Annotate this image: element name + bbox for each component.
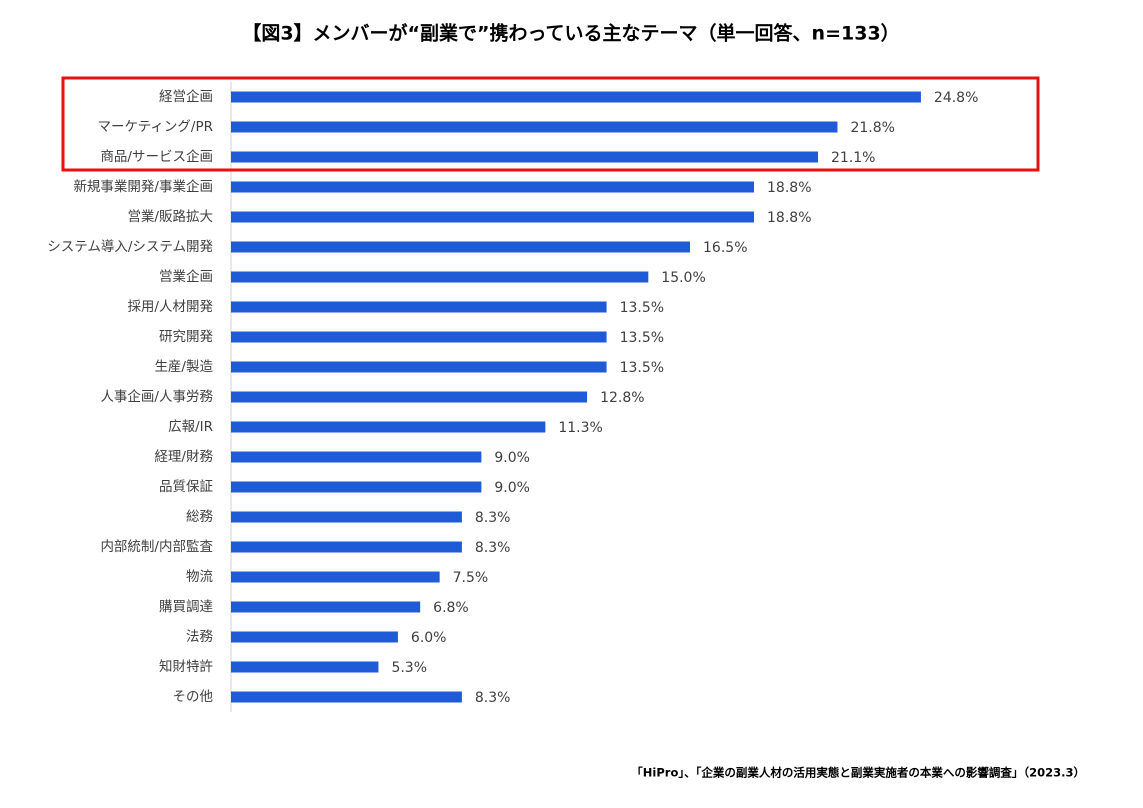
value-label: 16.5% — [703, 240, 747, 256]
category-label: 採用/人材開発 — [127, 299, 213, 315]
bar — [231, 271, 649, 283]
bar — [231, 331, 607, 343]
bar — [231, 121, 838, 133]
value-label: 12.8% — [600, 390, 644, 406]
category-label: 人事企画/人事労務 — [100, 388, 213, 405]
category-label: 物流 — [186, 569, 213, 585]
bar — [231, 691, 462, 703]
value-label: 13.5% — [620, 300, 664, 316]
category-label: 購買調達 — [159, 599, 213, 615]
chart-title: 【図3】メンバーが“副業で”携わっている主なテーマ（単一回答、n=133） — [242, 22, 899, 45]
category-label: システム導入/システム開発 — [47, 239, 213, 255]
value-label: 8.3% — [475, 540, 511, 556]
bar — [231, 151, 819, 163]
value-label: 9.0% — [494, 450, 530, 466]
value-label: 6.0% — [411, 630, 447, 646]
category-label: 内部統制/内部監査 — [100, 538, 213, 555]
value-label: 7.5% — [453, 570, 489, 586]
bar — [231, 481, 482, 493]
value-label: 18.8% — [767, 180, 811, 196]
value-label: 15.0% — [661, 270, 705, 286]
value-label: 6.8% — [433, 600, 469, 616]
category-label: 広報/IR — [168, 419, 213, 435]
category-label: 経理/財務 — [154, 449, 213, 465]
bar — [231, 361, 607, 373]
source-note: 「HiPro」、「企業の副業人材の活用実態と副業実施者の本業への影響調査」（20… — [631, 766, 1085, 780]
bar — [231, 91, 921, 103]
category-label: 総務 — [186, 509, 213, 525]
category-label: 生産/製造 — [154, 359, 213, 375]
category-label: 経営企画 — [159, 88, 213, 105]
bar — [231, 511, 462, 523]
value-label: 21.1% — [831, 150, 875, 166]
category-label: 営業企画 — [159, 268, 213, 285]
bar — [231, 421, 546, 433]
value-label: 5.3% — [391, 660, 427, 676]
bar — [231, 211, 755, 223]
highlight-box — [61, 76, 1040, 172]
bar — [231, 301, 607, 313]
value-label: 8.3% — [475, 690, 511, 706]
value-label: 8.3% — [475, 510, 511, 526]
category-label: 研究開発 — [159, 329, 213, 345]
category-label: 品質保証 — [159, 479, 213, 495]
value-label: 13.5% — [620, 330, 664, 346]
bar — [231, 391, 588, 403]
value-label: 13.5% — [620, 360, 664, 376]
value-label: 24.8% — [934, 90, 978, 106]
value-label: 11.3% — [558, 420, 602, 436]
value-label: 9.0% — [494, 480, 530, 496]
bar — [231, 451, 482, 463]
bar — [231, 241, 691, 253]
bar — [231, 601, 421, 613]
bar — [231, 661, 379, 673]
value-label: 18.8% — [767, 210, 811, 226]
category-label: マーケティング/PR — [98, 119, 214, 135]
category-label: 知財特許 — [159, 658, 213, 675]
category-label: 新規事業開発/事業企画 — [73, 178, 213, 195]
category-label: 営業/販路拡大 — [127, 209, 213, 225]
bar — [231, 631, 398, 643]
category-label: 商品/サービス企画 — [100, 148, 213, 165]
category-label: 法務 — [186, 629, 213, 645]
value-label: 21.8% — [850, 120, 894, 136]
category-label: その他 — [173, 689, 214, 705]
bar — [231, 571, 440, 583]
bar — [231, 181, 755, 193]
bar — [231, 541, 462, 553]
